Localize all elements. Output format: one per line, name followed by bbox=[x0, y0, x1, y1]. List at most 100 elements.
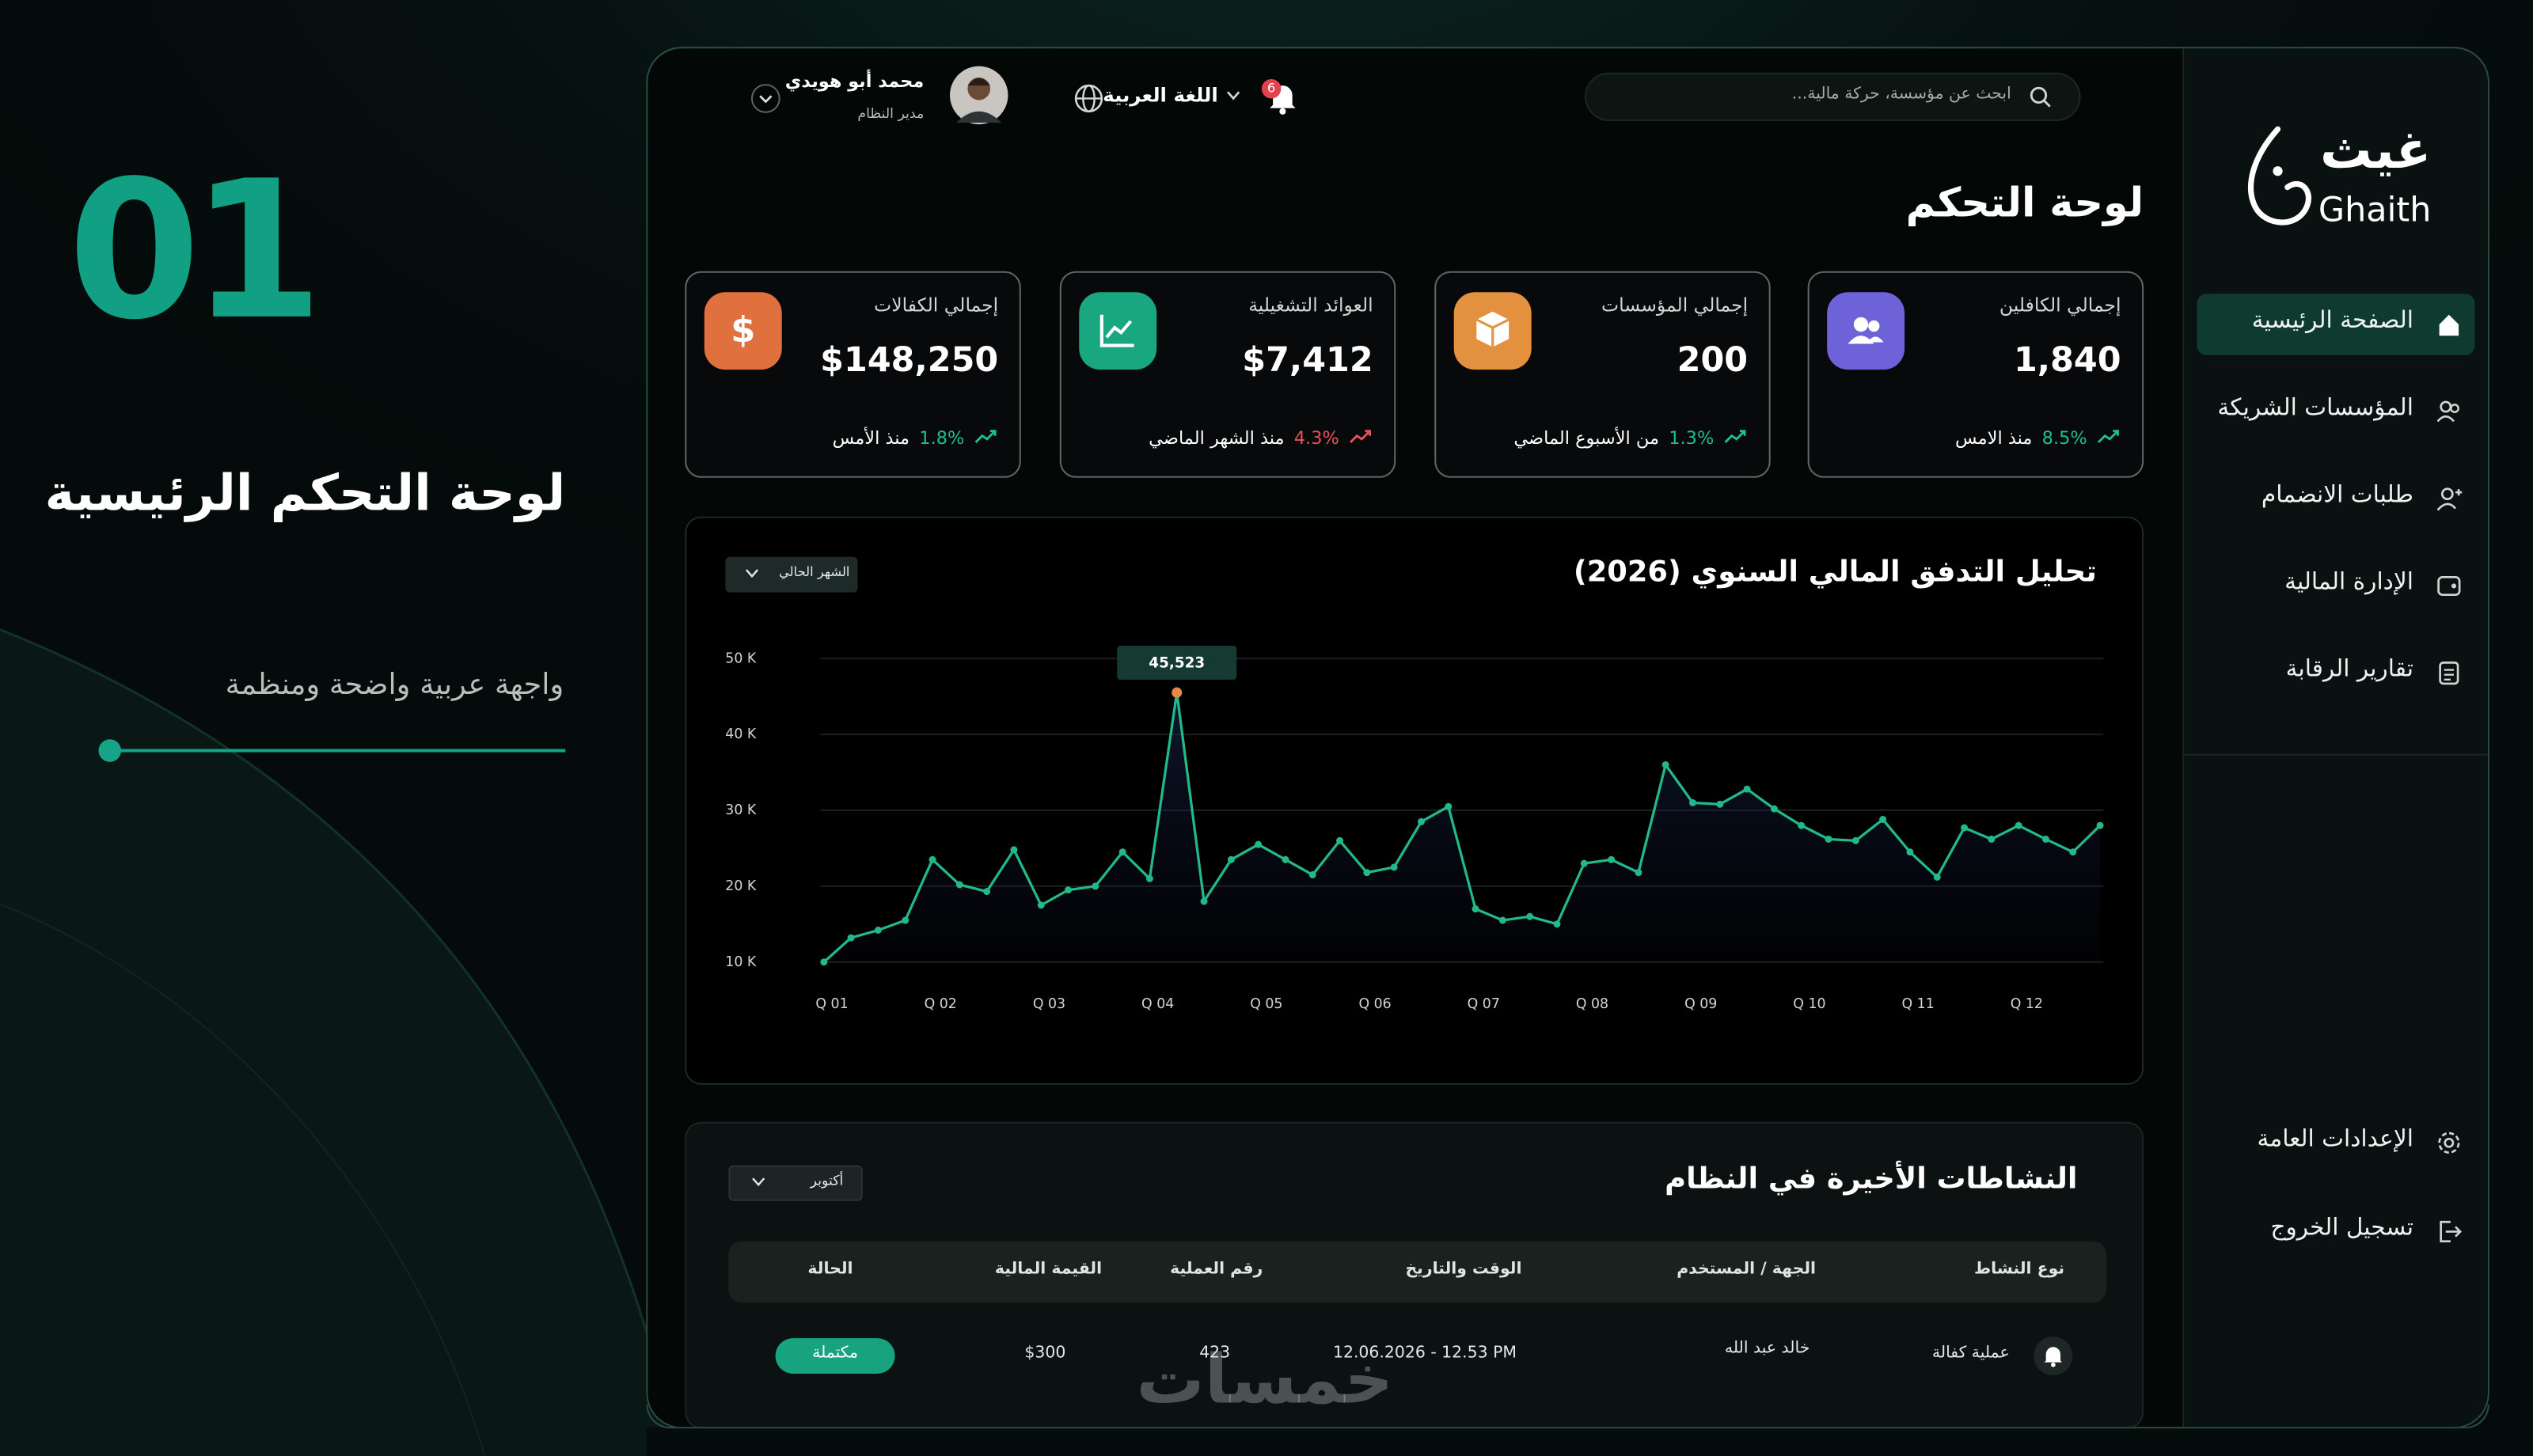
line bbox=[822, 691, 2102, 963]
point bbox=[1716, 800, 1724, 808]
activity-icon-svg bbox=[2034, 1337, 2073, 1375]
table-cell: 12.06.2026 - 12.53 PM bbox=[1332, 1344, 1517, 1363]
stat-value: $148,250 bbox=[820, 340, 999, 380]
x-tick-label: Q 06 bbox=[1358, 996, 1391, 1012]
stat-change-percent: 4.3% bbox=[1293, 427, 1339, 449]
table-column-header: الوقت والتاريخ bbox=[1405, 1261, 1522, 1279]
point bbox=[1145, 874, 1153, 882]
nav-item[interactable]: الصفحة الرئيسية bbox=[2251, 308, 2413, 335]
x-tick-label: Q 09 bbox=[1684, 996, 1717, 1012]
activity-title: النشاطات الأخيرة في النظام bbox=[1665, 1162, 2078, 1196]
watermark: خمسات bbox=[1136, 1340, 1394, 1420]
nav-icon bbox=[2436, 486, 2464, 514]
stat-change: 4.3% منذ الشهر الماضي bbox=[1149, 428, 1373, 449]
point bbox=[1851, 836, 1859, 844]
point bbox=[2069, 848, 2077, 856]
nav-icon bbox=[2436, 399, 2464, 427]
activity-filter-label: أكتوبر bbox=[810, 1174, 844, 1190]
point bbox=[1661, 761, 1669, 768]
point bbox=[1906, 848, 1914, 856]
nav-item[interactable]: المؤسسات الشريكة bbox=[2217, 395, 2413, 422]
nav-active-bg bbox=[2197, 294, 2475, 355]
nav-item[interactable]: الإدارة المالية bbox=[2284, 570, 2413, 596]
table-column-header: نوع النشاط bbox=[1973, 1261, 2065, 1279]
section-number: 01 bbox=[67, 138, 324, 362]
nav-icon-svg bbox=[2439, 314, 2459, 336]
avatar[interactable] bbox=[948, 65, 1010, 127]
svg-text:$: $ bbox=[731, 309, 755, 351]
language-label[interactable]: اللغة العربية bbox=[1103, 84, 1218, 107]
stat-change-percent: 1.8% bbox=[919, 427, 965, 449]
activity-filter-chevron bbox=[752, 1177, 765, 1187]
activity-icon bbox=[2034, 1337, 2073, 1375]
point bbox=[1172, 687, 1183, 698]
stat-value: 200 bbox=[1677, 340, 1749, 380]
trend-icon bbox=[2097, 428, 2121, 449]
y-tick-label: 20 K bbox=[725, 878, 757, 894]
stat-change-percent: 1.3% bbox=[1669, 427, 1715, 449]
point bbox=[1635, 869, 1642, 877]
point bbox=[1200, 897, 1208, 905]
nav-item[interactable]: تسجيل الخروج bbox=[2270, 1215, 2413, 1242]
x-tick-label: Q 02 bbox=[925, 996, 957, 1012]
user-name: محمد أبو هويدي bbox=[784, 70, 925, 93]
y-tick-label: 50 K bbox=[725, 650, 757, 666]
stat-change-period: منذ الامس bbox=[1955, 427, 2033, 449]
stat-title: إجمالي الكافلين bbox=[1999, 294, 2121, 317]
frame-bottom-edge bbox=[646, 1404, 2489, 1429]
point bbox=[1608, 855, 1616, 863]
table-column-header: القيمة المالية bbox=[994, 1261, 1103, 1279]
x-tick-label: Q 07 bbox=[1468, 996, 1500, 1012]
trend-icon bbox=[1724, 428, 1749, 449]
stat-icon bbox=[1453, 292, 1532, 370]
point bbox=[1553, 920, 1561, 928]
nav-item[interactable]: طلبات الانضمام bbox=[2261, 482, 2413, 509]
search-box[interactable] bbox=[1585, 72, 2081, 121]
x-tick-label: Q 08 bbox=[1576, 996, 1608, 1012]
table-cell: $300 bbox=[1024, 1344, 1066, 1363]
sidebar-divider bbox=[2184, 753, 2488, 756]
user-menu[interactable] bbox=[750, 82, 782, 115]
point bbox=[1770, 805, 1778, 813]
nav-item[interactable]: الإعدادات العامة bbox=[2257, 1126, 2413, 1153]
point bbox=[1825, 835, 1832, 843]
activity-filter[interactable] bbox=[728, 1165, 863, 1201]
point bbox=[847, 934, 855, 942]
point bbox=[955, 881, 963, 889]
x-tick-label: Q 01 bbox=[815, 996, 848, 1012]
point bbox=[1417, 817, 1425, 825]
point bbox=[1933, 873, 1941, 881]
trend-icon-svg bbox=[1350, 430, 1372, 443]
stat-change-period: من الأسبوع الماضي bbox=[1513, 427, 1659, 449]
table-column-header: الجهة / المستخدم bbox=[1677, 1261, 1817, 1279]
section-title: لوحة التحكم الرئيسية bbox=[44, 464, 566, 523]
stat-change-period: منذ الشهر الماضي bbox=[1149, 427, 1285, 449]
stat-icon: $ bbox=[704, 292, 782, 370]
x-tick-label: Q 11 bbox=[1902, 996, 1935, 1012]
stat-icon bbox=[1079, 292, 1157, 370]
point bbox=[874, 927, 882, 935]
stat-change: 8.5% منذ الامس bbox=[1955, 428, 2121, 449]
y-tick-label: 30 K bbox=[725, 802, 757, 818]
x-tick-label: Q 04 bbox=[1141, 996, 1174, 1012]
stat-value: $7,412 bbox=[1242, 340, 1373, 380]
point bbox=[1363, 869, 1371, 877]
nav-item[interactable]: تقارير الرقابة bbox=[2285, 657, 2413, 683]
point bbox=[1255, 840, 1263, 848]
trend-icon-svg bbox=[1724, 430, 1746, 443]
status-badge bbox=[775, 1338, 895, 1374]
logo-arabic: غيث bbox=[2320, 119, 2432, 181]
point bbox=[1037, 901, 1045, 909]
stat-icon-art bbox=[1099, 314, 1134, 347]
point bbox=[1879, 816, 1887, 824]
user-role: مدير النظام bbox=[857, 106, 925, 123]
nav-icon-svg bbox=[2439, 662, 2459, 685]
logo-latin: Ghaith bbox=[2318, 190, 2432, 229]
point bbox=[1092, 882, 1099, 890]
point bbox=[1498, 916, 1506, 924]
point bbox=[820, 958, 828, 966]
chart-filter[interactable] bbox=[725, 556, 858, 593]
nav-icon bbox=[2436, 1130, 2464, 1158]
frame-bottom-mask bbox=[646, 1427, 2489, 1456]
